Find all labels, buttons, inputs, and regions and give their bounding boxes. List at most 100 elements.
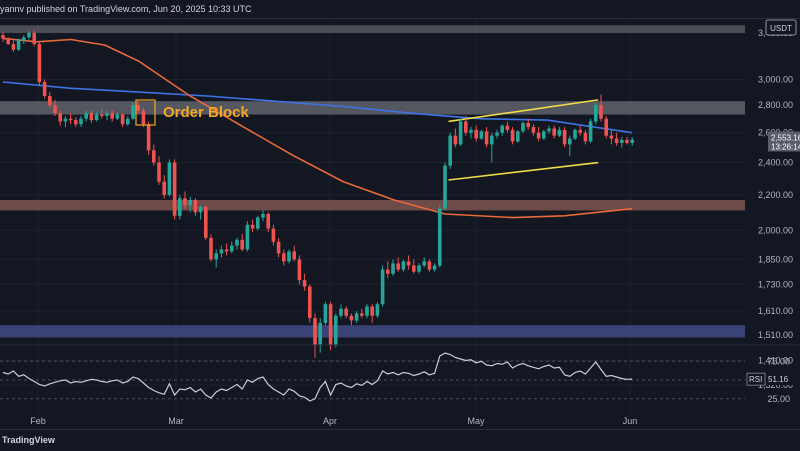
rsi-level-label: 75.00 — [767, 356, 790, 366]
price-axis: 3,400.003,000.002,800.002,600.002,400.00… — [758, 28, 793, 390]
candle — [458, 118, 463, 146]
time-tick-label: Jun — [623, 416, 638, 426]
channel-lower-line — [448, 161, 599, 181]
price-tick-label: 2,800.00 — [758, 100, 793, 110]
support-red-zone — [0, 200, 745, 211]
candle — [27, 30, 31, 40]
candlestick-series — [1, 30, 634, 358]
candle — [620, 137, 624, 148]
candle — [100, 109, 104, 119]
candle — [209, 234, 213, 262]
candle — [37, 41, 42, 86]
candle — [183, 191, 187, 209]
candle — [198, 205, 203, 220]
candle — [323, 301, 328, 326]
candle — [240, 234, 244, 252]
resistance-zone — [0, 25, 745, 33]
candle — [245, 221, 250, 252]
price-channel — [448, 99, 599, 181]
candle — [131, 102, 135, 121]
candle — [406, 255, 411, 270]
candle — [536, 127, 541, 142]
tradingview-brand: TradingView — [2, 435, 55, 445]
candle — [370, 304, 374, 323]
order-block-annotation: Order Block — [135, 99, 250, 126]
candle — [573, 128, 577, 140]
slow-moving-average-line — [2, 81, 633, 134]
candle — [344, 306, 348, 319]
candle — [365, 304, 369, 319]
candle — [53, 99, 57, 116]
candle — [427, 259, 432, 272]
currency-label: USDT — [770, 24, 792, 33]
time-tick-label: Apr — [323, 416, 337, 426]
candle — [235, 237, 239, 250]
candle — [448, 132, 452, 169]
candle — [479, 129, 484, 140]
candle — [58, 110, 62, 126]
candle — [432, 263, 437, 272]
candle — [542, 129, 546, 140]
candle — [292, 245, 296, 262]
candle — [588, 118, 593, 143]
footer-bar: TradingView — [0, 429, 800, 451]
price-tick-label: 2,000.00 — [758, 225, 793, 235]
candle — [380, 265, 385, 307]
candle — [583, 129, 588, 145]
candle — [625, 137, 629, 145]
candle — [547, 125, 551, 135]
candle — [412, 259, 416, 274]
candle — [214, 249, 218, 268]
candle — [105, 110, 109, 121]
candle — [271, 224, 276, 246]
candle — [318, 318, 322, 353]
fast-moving-average-line — [2, 37, 633, 219]
price-tick-label: 2,200.00 — [758, 190, 793, 200]
candle — [443, 162, 447, 211]
candle — [230, 241, 234, 254]
price-tick-label: 1,850.00 — [758, 254, 793, 264]
candle — [89, 110, 94, 123]
order-block-box — [135, 99, 156, 126]
candle — [115, 111, 120, 121]
channel-upper-line — [448, 99, 599, 123]
candle — [308, 284, 312, 323]
candle — [167, 159, 172, 197]
candle — [297, 255, 302, 285]
time-tick-label: Feb — [30, 416, 46, 426]
currency-badge[interactable]: USDT — [765, 19, 797, 36]
candle — [474, 125, 478, 142]
candle — [526, 118, 530, 130]
candle — [422, 257, 426, 268]
candle — [1, 31, 5, 42]
candle — [204, 205, 208, 240]
price-tick-label: 1,510.00 — [758, 330, 793, 340]
candle — [178, 194, 182, 220]
candle — [282, 249, 286, 266]
candle — [157, 156, 161, 185]
publish-info-text: yannv published on TradingView.com, Jun … — [0, 4, 252, 14]
candle — [453, 128, 458, 148]
candle — [146, 121, 151, 155]
candle — [386, 261, 390, 278]
candle — [500, 124, 504, 136]
candle — [11, 40, 16, 52]
candle — [614, 132, 619, 146]
candle — [42, 79, 47, 99]
candle — [396, 257, 400, 272]
candle — [172, 159, 177, 220]
candle — [63, 115, 68, 128]
candle — [495, 129, 499, 139]
candle — [505, 121, 510, 133]
candle — [349, 313, 354, 326]
candle — [6, 37, 10, 46]
candle — [552, 125, 556, 139]
candle — [302, 273, 307, 291]
candle — [510, 127, 515, 145]
candle — [22, 35, 26, 45]
support-blue-zone — [0, 325, 745, 338]
